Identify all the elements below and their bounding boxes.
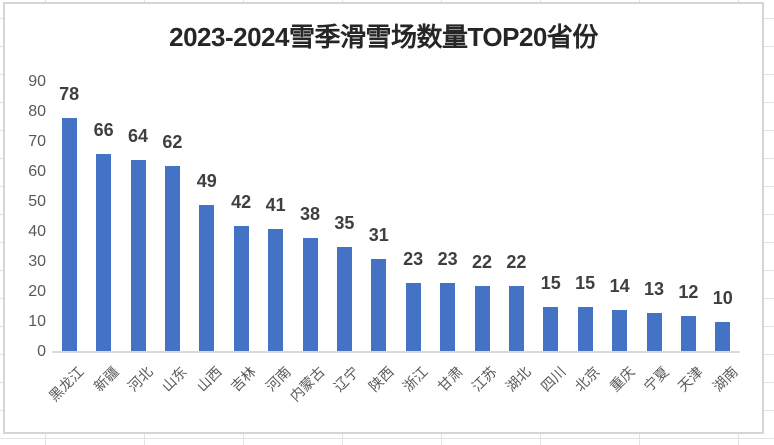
- bar[interactable]: [715, 322, 731, 352]
- bar[interactable]: [577, 307, 593, 352]
- bar-value-label: 10: [712, 288, 733, 308]
- y-tick-label: 10: [28, 313, 46, 330]
- bar[interactable]: [543, 307, 559, 352]
- y-tick-label: 50: [28, 193, 46, 210]
- bar-value-label: 66: [93, 120, 114, 140]
- bar[interactable]: [508, 286, 524, 352]
- bar-value-label: 15: [540, 273, 561, 293]
- bar[interactable]: [130, 160, 146, 352]
- bar-value-label: 22: [471, 252, 493, 272]
- bar-value-label: 12: [678, 282, 699, 302]
- bar-value-label: 31: [368, 225, 389, 245]
- bar[interactable]: [474, 286, 490, 352]
- bar-value-label: 15: [575, 273, 596, 293]
- bar-value-label: 22: [506, 252, 527, 272]
- bar-value-label: 41: [265, 195, 286, 215]
- y-tick-label: 30: [28, 253, 46, 270]
- y-tick-label: 40: [28, 223, 46, 240]
- bar[interactable]: [199, 205, 215, 352]
- bar[interactable]: [646, 313, 662, 352]
- bar-value-label: 62: [162, 132, 183, 152]
- bar[interactable]: [405, 283, 421, 352]
- bar-value-label: 14: [609, 276, 630, 296]
- bar-value-label: 23: [403, 249, 424, 269]
- y-tick-label: 80: [28, 103, 46, 120]
- bar[interactable]: [61, 118, 77, 352]
- bar[interactable]: [680, 316, 696, 352]
- bar[interactable]: [302, 238, 318, 352]
- bar[interactable]: [336, 247, 352, 352]
- bar-value-label: 64: [127, 126, 149, 146]
- bar-value-label: 49: [196, 171, 217, 191]
- y-tick-label: 0: [37, 343, 46, 360]
- bar-value-label: 13: [643, 279, 665, 299]
- bar[interactable]: [371, 259, 387, 352]
- chart-title[interactable]: 2023-2024雪季滑雪场数量TOP20省份: [169, 22, 598, 52]
- bar-value-label: 78: [59, 84, 80, 104]
- y-tick-label: 20: [28, 283, 46, 300]
- bar[interactable]: [440, 283, 456, 352]
- bar[interactable]: [612, 310, 628, 352]
- y-tick-label: 60: [28, 163, 46, 180]
- bar-value-label: 42: [231, 192, 252, 212]
- bar[interactable]: [96, 154, 112, 352]
- x-axis-line: [52, 351, 740, 353]
- bar[interactable]: [233, 226, 249, 352]
- bar-value-label: 38: [299, 204, 321, 224]
- y-tick-label: 70: [28, 133, 46, 150]
- bar-value-label: 35: [334, 213, 355, 233]
- bar[interactable]: [268, 229, 284, 352]
- bar[interactable]: [164, 166, 180, 352]
- bar-value-label: 23: [437, 249, 458, 269]
- y-tick-label: 90: [28, 73, 46, 90]
- chart-area[interactable]: 2023-2024雪季滑雪场数量TOP20省份 0 10 20 30 40 50 60 70 8…: [3, 2, 764, 434]
